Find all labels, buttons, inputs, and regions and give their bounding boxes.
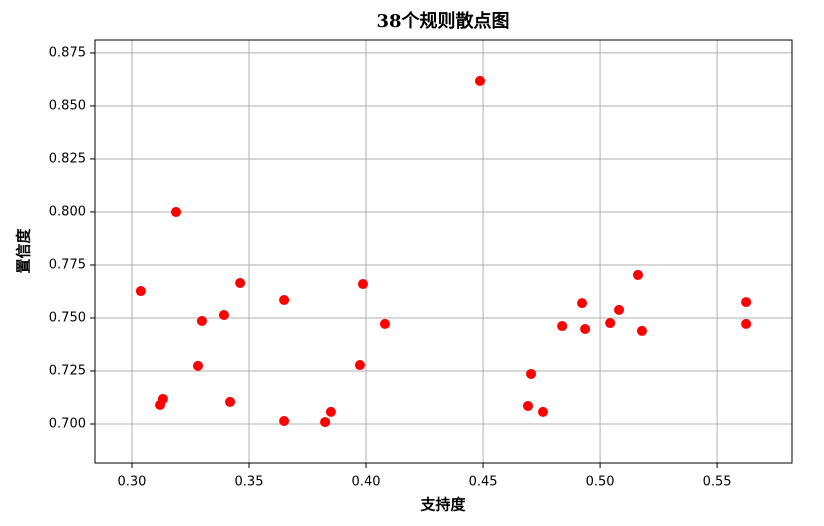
scatter-point <box>192 360 203 371</box>
scatter-point <box>325 406 336 417</box>
scatter-point <box>357 279 368 290</box>
chart-title: 38个规则散点图 <box>376 10 509 32</box>
scatter-point <box>636 325 647 336</box>
scatter-point <box>235 277 246 288</box>
scatter-point <box>218 310 229 321</box>
x-tick-label: 0.55 <box>703 475 732 490</box>
x-tick-label: 0.30 <box>118 475 147 490</box>
scatter-point <box>155 399 166 410</box>
y-axis-label: 置信度 <box>15 228 33 274</box>
scatter-point <box>577 298 588 309</box>
x-axis-label: 支持度 <box>419 496 466 514</box>
scatter-point <box>632 269 643 280</box>
scatter-point <box>741 297 752 308</box>
y-tick-label: 0.825 <box>49 151 86 166</box>
scatter-point <box>135 286 146 297</box>
scatter-point <box>580 323 591 334</box>
x-tick-label: 0.40 <box>352 475 381 490</box>
scatter-point <box>522 400 533 411</box>
x-tick-label: 0.35 <box>235 475 264 490</box>
scatter-point <box>614 304 625 315</box>
scatter-point <box>196 315 207 326</box>
grid: 0.30 0.35 0.40 0.45 0.50 0.55 0.700 0.725 0.750 0… <box>49 40 792 490</box>
scatter-point <box>170 206 181 217</box>
scatter-point <box>279 416 290 427</box>
scatter-point <box>225 396 236 407</box>
y-tick-label: 0.850 <box>49 98 86 113</box>
scatter-point <box>279 294 290 305</box>
y-tick-label: 0.700 <box>49 416 86 431</box>
y-tick-label: 0.875 <box>49 45 86 60</box>
scatter-point <box>526 368 537 379</box>
scatter-point <box>741 318 752 329</box>
axes-frame <box>94 39 793 464</box>
scatter-point <box>320 417 331 428</box>
x-tick-label: 0.45 <box>469 475 498 490</box>
y-tick-label: 0.725 <box>49 363 86 378</box>
scatter-point <box>557 321 568 332</box>
y-tick-label: 0.800 <box>49 204 86 219</box>
scatter-point <box>537 406 548 417</box>
scatter-point <box>354 360 365 371</box>
scatter-point <box>605 318 616 329</box>
scatter-point <box>379 318 390 329</box>
x-tick-label: 0.50 <box>586 475 615 490</box>
plot-area <box>135 75 752 428</box>
y-tick-label: 0.775 <box>49 257 86 272</box>
scatter-point <box>475 75 486 86</box>
y-tick-label: 0.750 <box>49 310 86 325</box>
